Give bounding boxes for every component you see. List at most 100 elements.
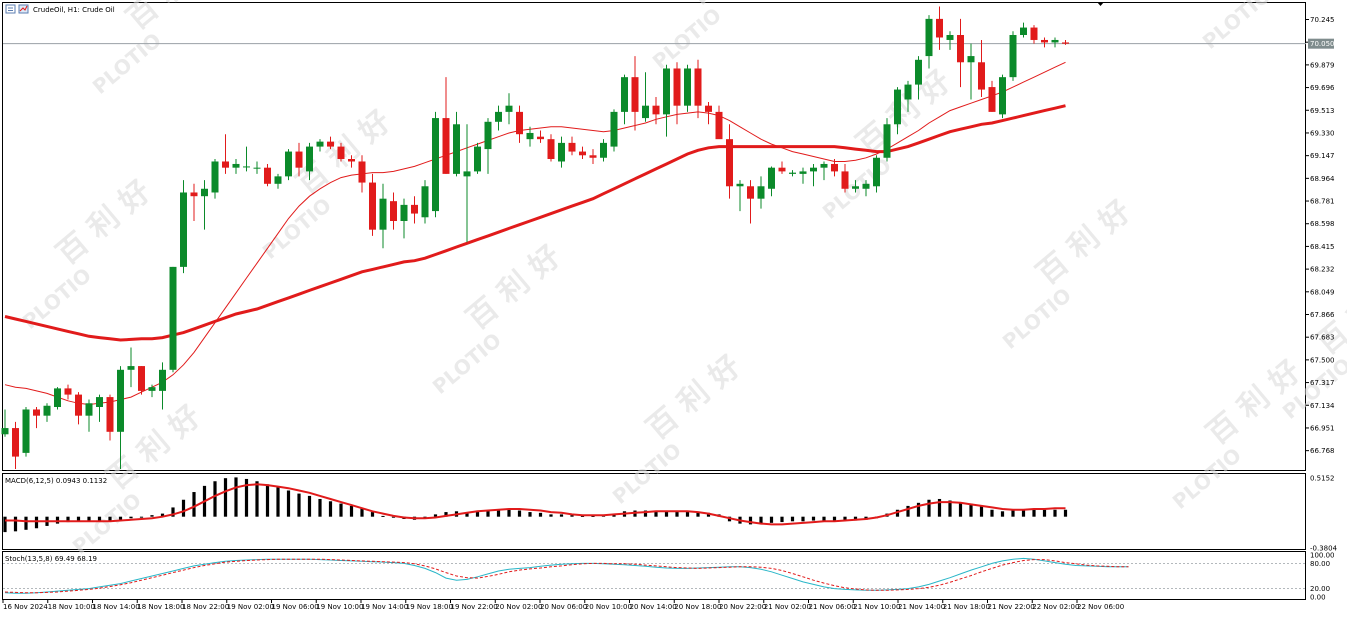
candle: [946, 31, 954, 50]
candle: [316, 139, 324, 152]
time-tick-label: 21 Nov 06:00: [809, 603, 856, 611]
candle-body: [663, 68, 670, 115]
candle: [337, 142, 345, 162]
macd-histogram-bar: [570, 515, 574, 517]
time-tick-label: 18 Nov 22:00: [182, 603, 229, 611]
candle: [75, 392, 82, 425]
candle-body: [537, 136, 544, 140]
time-tick-label: 18 Nov 18:00: [137, 603, 184, 611]
stoch-main-line: [4, 557, 1129, 594]
candle-body: [600, 142, 607, 158]
candle-body: [1, 428, 9, 435]
candle-body: [159, 369, 166, 391]
candle-body: [778, 167, 786, 172]
axes: 70.24570.06269.87969.69669.51369.33069.1…: [2, 16, 1338, 611]
macd-histogram-bar: [696, 512, 700, 517]
candle-body: [726, 139, 733, 187]
candle-body: [946, 35, 954, 40]
price-tick-label: 68.415: [1310, 243, 1335, 251]
candle: [432, 111, 439, 218]
candle-body: [180, 192, 187, 267]
candle-body: [190, 192, 198, 197]
candle: [747, 180, 754, 224]
time-tick-label: 21 Nov 18:00: [943, 603, 990, 611]
macd-histogram-bar: [549, 514, 553, 517]
candle-body: [883, 124, 891, 158]
stoch-tick-label: 20.00: [1310, 585, 1330, 593]
candle-body: [421, 186, 429, 218]
candle: [999, 74, 1006, 119]
candle-body: [148, 387, 156, 391]
time-tick-label: 18 Nov 10:00: [48, 603, 95, 611]
candle-body: [925, 18, 933, 57]
candle: [558, 136, 565, 168]
candle: [694, 59, 702, 119]
candle-body: [894, 89, 901, 125]
macd-histogram-bar: [811, 516, 816, 521]
candle: [85, 399, 93, 432]
candle-body: [43, 405, 51, 416]
candle: [873, 155, 880, 193]
candle-body: [1009, 35, 1017, 78]
candle: [715, 105, 723, 140]
candle: [117, 366, 124, 469]
macd-histogram-bar: [433, 514, 438, 517]
candle-body: [75, 394, 82, 416]
time-tick-label: 19 Nov 02:00: [227, 603, 274, 611]
macd-histogram-bar: [24, 516, 28, 530]
price-tick-label: 69.696: [1310, 84, 1335, 92]
macd-histogram-bar: [286, 490, 291, 517]
macd-histogram-bar: [13, 516, 18, 532]
candle: [211, 159, 219, 199]
candle: [463, 124, 471, 243]
macd-label: MACD(6,12,5) 0.0943 0.1132: [5, 477, 107, 485]
macd-histogram-bar: [370, 512, 375, 517]
macd-histogram-bar: [591, 515, 595, 517]
macd-histogram-bar: [139, 516, 144, 518]
candle: [43, 403, 51, 422]
candle: [978, 39, 985, 97]
candle-body: [820, 163, 828, 168]
macd-histogram-bar: [937, 498, 942, 517]
time-tick-label: 20 Nov 14:00: [630, 603, 677, 611]
macd-histogram-bar: [1000, 511, 1005, 517]
candle: [862, 180, 870, 197]
macd-histogram-bar: [1053, 509, 1057, 517]
macd-histogram-bar: [360, 508, 364, 517]
time-tick-label: 22 Nov 02:00: [1032, 603, 1079, 611]
candle-body: [442, 118, 450, 174]
candle: [169, 266, 177, 373]
candle-body: [327, 141, 334, 147]
chart-shift-marker[interactable]: [1097, 2, 1104, 6]
candle: [421, 180, 429, 224]
macd-histogram-bar: [328, 501, 333, 517]
macd-histogram-bar: [265, 484, 270, 517]
candle: [516, 105, 523, 143]
candle-body: [978, 62, 985, 90]
time-tick-label: 20 Nov 10:00: [585, 603, 632, 611]
candle: [705, 101, 712, 125]
candle: [64, 384, 72, 400]
candle: [768, 166, 775, 197]
candle: [295, 142, 303, 177]
candle-body: [400, 204, 408, 221]
candle-body: [169, 266, 177, 370]
candle: [799, 167, 807, 184]
candle-body: [316, 141, 324, 147]
time-tick-label: 22 Nov 06:00: [1077, 603, 1124, 611]
macd-histogram-bar: [391, 516, 396, 518]
candle-body: [285, 151, 292, 177]
price-panel: [1, 6, 1306, 469]
candle: [642, 72, 649, 122]
macd-histogram-bar: [979, 505, 984, 517]
macd-histogram-bar: [853, 516, 858, 521]
chart-list-icon[interactable]: [5, 4, 16, 14]
price-tick-label: 69.879: [1310, 61, 1335, 69]
candle: [505, 93, 513, 125]
candle: [789, 170, 796, 177]
time-tick-label: 20 Nov 02:00: [495, 603, 542, 611]
chart-title: CrudeOil, H1: Crude Oil: [33, 6, 115, 14]
candle: [222, 134, 229, 174]
candle-body: [799, 171, 807, 174]
candle-body: [715, 111, 723, 140]
